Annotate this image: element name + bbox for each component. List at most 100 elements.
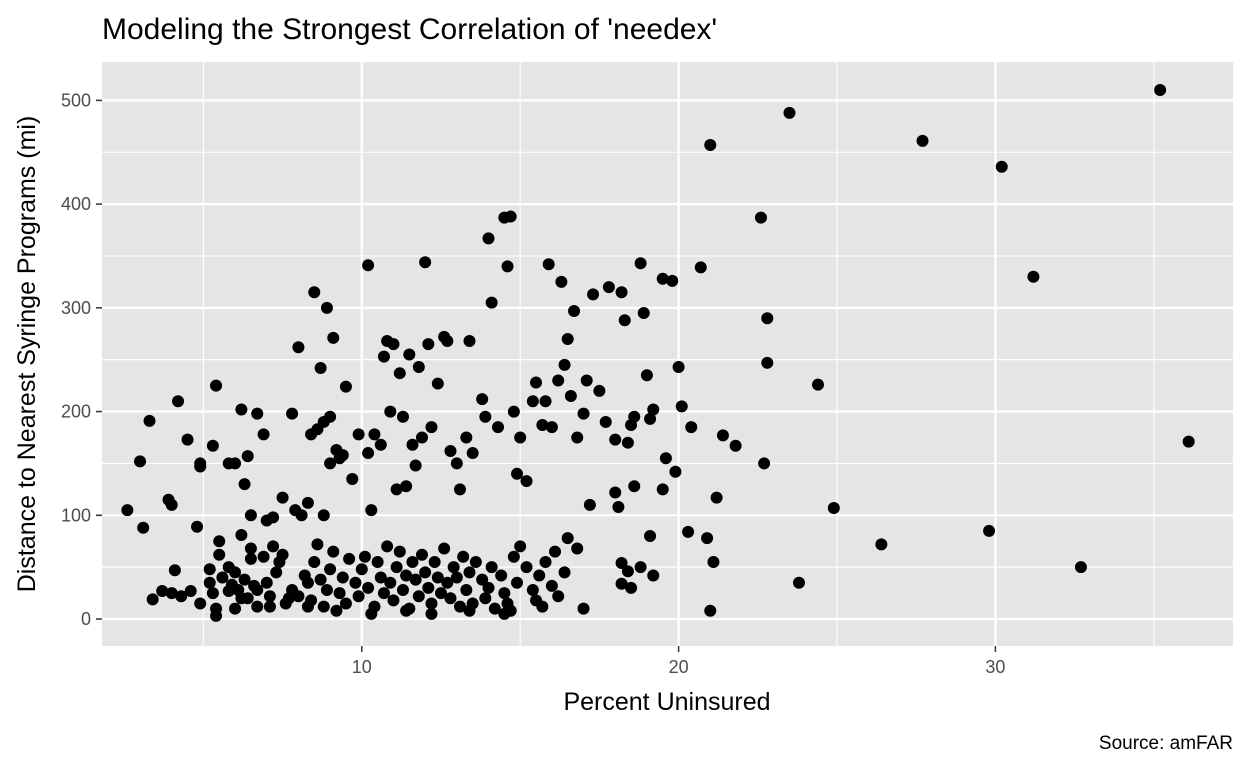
data-point [425,421,438,434]
data-point [520,475,533,488]
data-point [792,576,805,589]
data-point [377,350,390,363]
data-point [251,600,264,613]
data-point [729,439,742,452]
data-point [482,232,495,245]
data-point [336,571,349,584]
data-point [251,583,264,596]
data-point [422,338,435,351]
data-point [561,532,574,545]
data-point [568,304,581,317]
data-point [181,433,194,446]
data-point [507,405,520,418]
data-point [644,412,657,425]
data-point [514,431,527,444]
data-point [365,504,378,517]
data-point [251,407,264,420]
data-point [270,566,283,579]
data-point [463,604,476,617]
data-point [263,590,276,603]
data-point [393,545,406,558]
data-point [571,542,584,555]
data-point [561,332,574,345]
data-point [406,438,419,451]
y-tick-label: 400 [61,194,91,214]
x-tick-label: 30 [985,657,1005,677]
data-point [514,540,527,553]
data-point [530,376,543,389]
data-point [244,509,257,522]
data-point [244,542,257,555]
data-point [827,502,840,515]
data-point [634,561,647,574]
data-point [336,449,349,462]
data-point [362,259,375,272]
data-point [400,604,413,617]
y-tick-label: 300 [61,298,91,318]
data-point [216,571,229,584]
data-point [479,592,492,605]
data-point [422,581,435,594]
data-point [577,407,590,420]
data-point [324,457,337,470]
data-point [476,393,489,406]
data-point [498,607,511,620]
data-points [121,84,1195,622]
data-point [355,563,368,576]
data-point [324,410,337,423]
data-point [358,550,371,563]
data-point [758,457,771,470]
data-point [229,457,242,470]
data-point [441,335,454,348]
data-point [320,583,333,596]
data-point [504,210,517,223]
data-point [682,525,695,538]
data-point [425,607,438,620]
data-point [308,286,321,299]
data-point [628,410,641,423]
data-point [292,341,305,354]
data-point [558,358,571,371]
data-point [441,576,454,589]
data-point [311,538,324,551]
data-point [412,360,425,373]
data-point [694,261,707,274]
data-point [213,548,226,561]
data-point [621,565,634,578]
data-point [415,431,428,444]
data-point [349,576,362,589]
data-point [444,592,457,605]
data-point [552,590,565,603]
data-point [511,467,524,480]
data-point [172,395,185,408]
data-point [244,552,257,565]
data-point [434,587,447,600]
data-point [235,403,248,416]
data-point [194,597,207,610]
data-point [450,457,463,470]
data-point [184,585,197,598]
data-point [374,438,387,451]
data-point [374,571,387,584]
data-point [526,395,539,408]
data-point [495,569,508,582]
data-point [599,415,612,428]
data-point [146,593,159,606]
data-point [615,557,628,570]
data-point [425,597,438,610]
data-point [301,576,314,589]
data-point [571,431,584,444]
data-point [339,380,352,393]
data-point [625,581,638,594]
data-point [555,275,568,288]
data-point [301,496,314,509]
data-point [498,587,511,600]
data-point [409,459,422,472]
data-point [549,545,562,558]
chart-title: Modeling the Strongest Correlation of 'n… [102,13,717,46]
data-point [260,576,273,589]
data-point [371,555,384,568]
data-point [121,504,134,517]
data-point [390,561,403,574]
